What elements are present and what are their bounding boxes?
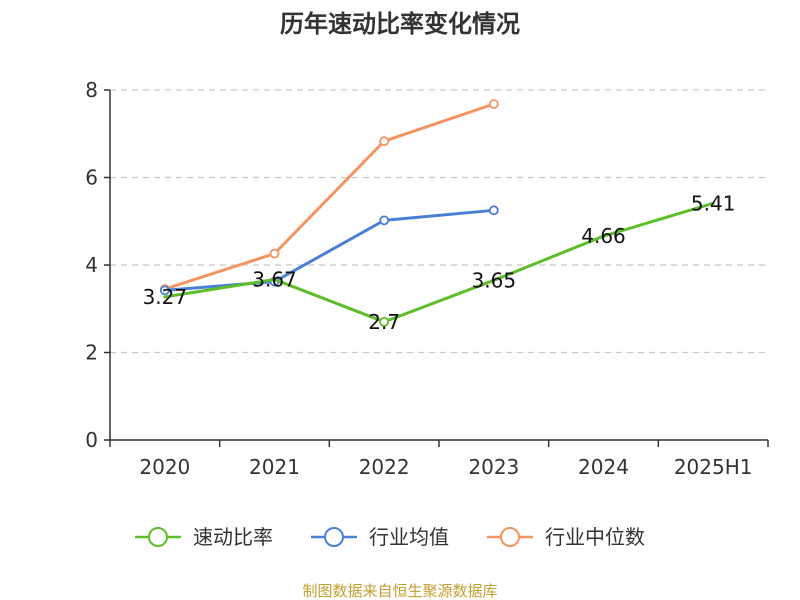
series-point <box>488 99 499 109</box>
axes: 0 2 4 6 8 2020 2021 2022 2023 2024 2025H1 <box>85 78 769 479</box>
series-point <box>269 248 280 259</box>
chart-title: 历年速动比率变化情况 <box>280 10 520 38</box>
series-point <box>379 316 390 327</box>
series-line-2 <box>163 102 496 291</box>
data-label: 3.65 <box>472 268 517 292</box>
x-tick-label: 2021 <box>249 455 300 479</box>
y-tick-label: 2 <box>85 341 98 365</box>
data-labels: 3.27 3.67 2.7 3.65 4.66 5.41 <box>143 191 736 334</box>
data-label: 3.67 <box>252 267 297 291</box>
x-tick-label: 2024 <box>578 455 629 479</box>
data-label: 2.7 <box>368 310 400 334</box>
legend-label: 速动比率 <box>193 525 273 549</box>
legend-item-1[interactable]: 行业均值 <box>311 525 449 549</box>
x-tick-label: 2020 <box>139 455 190 479</box>
y-tick-label: 8 <box>85 78 98 102</box>
data-label: 3.27 <box>143 285 188 309</box>
x-tick-label: 2023 <box>468 455 519 479</box>
legend-marker <box>500 527 520 547</box>
x-tick-label: 2022 <box>359 455 410 479</box>
series-point <box>379 215 390 226</box>
legend-item-2[interactable]: 行业中位数 <box>487 525 645 549</box>
series-group <box>159 99 715 327</box>
legend-label: 行业均值 <box>369 525 449 549</box>
series-point <box>159 285 170 296</box>
legend[interactable]: 速动比率 行业均值 行业中位数 <box>135 525 645 549</box>
series-point <box>379 136 390 147</box>
data-label: 5.41 <box>691 191 736 215</box>
gridlines <box>110 89 768 354</box>
series-point <box>488 205 499 216</box>
data-label: 4.66 <box>581 224 626 248</box>
legend-marker <box>148 527 168 547</box>
y-tick-label: 0 <box>85 428 98 452</box>
y-tick-label: 6 <box>85 166 98 190</box>
legend-marker <box>324 527 344 547</box>
y-tick-label: 4 <box>85 253 98 277</box>
series-line-1 <box>163 208 496 292</box>
x-tick-label: 2025H1 <box>674 455 753 479</box>
legend-label: 行业中位数 <box>545 525 645 549</box>
source-note: 制图数据来自恒生聚源数据库 <box>302 582 497 600</box>
series-line-0 <box>163 201 715 324</box>
legend-item-0[interactable]: 速动比率 <box>135 525 273 549</box>
